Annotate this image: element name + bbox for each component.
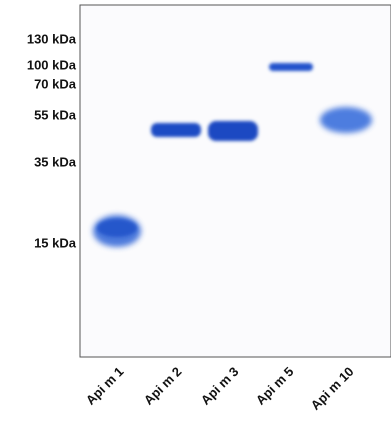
band — [97, 219, 137, 237]
marker-label: 70 kDa — [34, 76, 77, 91]
gel-figure: 130 kDa 100 kDa 70 kDa 55 kDa 35 kDa 15 … — [0, 0, 391, 424]
band — [151, 123, 201, 137]
band — [320, 107, 372, 133]
band — [269, 63, 313, 71]
page: 130 kDa 100 kDa 70 kDa 55 kDa 35 kDa 15 … — [0, 0, 391, 424]
marker-label: 15 kDa — [34, 235, 77, 250]
marker-label: 55 kDa — [34, 107, 77, 122]
band — [208, 121, 258, 141]
marker-label: 100 kDa — [27, 57, 77, 72]
lane-label: Api m 1 — [83, 364, 127, 408]
lane-label: Api m 10 — [308, 364, 357, 413]
gel — [80, 5, 391, 357]
marker-label: 130 kDa — [27, 31, 77, 46]
marker-label: 35 kDa — [34, 154, 77, 169]
lane-label: Api m 2 — [141, 364, 185, 408]
lane-label: Api m 3 — [198, 364, 242, 408]
lane-label: Api m 5 — [253, 364, 297, 408]
